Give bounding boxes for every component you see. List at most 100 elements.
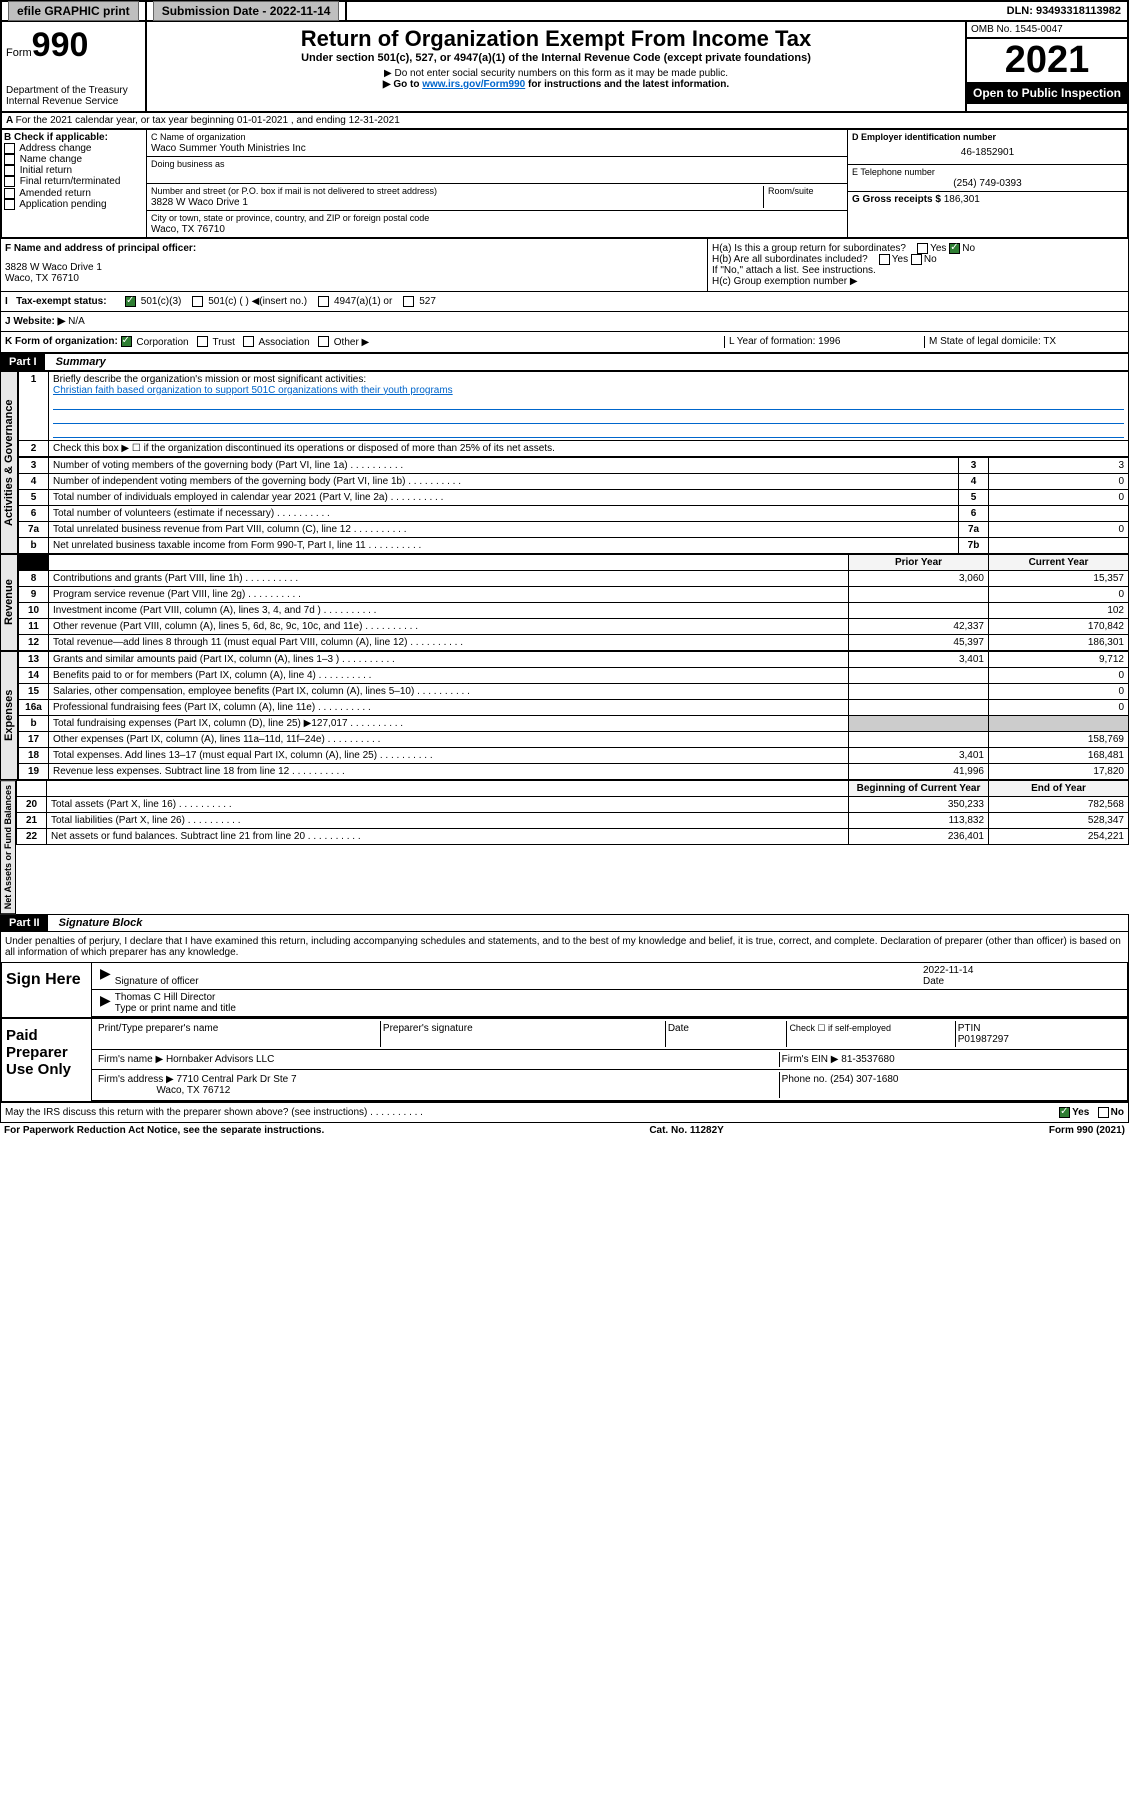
b-checkbox[interactable] (4, 143, 15, 154)
k-checkbox[interactable] (243, 336, 254, 347)
city-label: City or town, state or province, country… (151, 213, 429, 223)
b-label: B Check if applicable: (4, 132, 144, 143)
k-label: K Form of organization: (5, 337, 118, 348)
paid-preparer-label: Paid Preparer Use Only (2, 1019, 92, 1101)
firm-name: Hornbaker Advisors LLC (166, 1054, 274, 1065)
subtitle-1: Under section 501(c), 527, or 4947(a)(1)… (151, 52, 961, 64)
part2-header: Part II (1, 915, 48, 931)
officer-name: Thomas C Hill Director (115, 992, 216, 1003)
netassets-label: Net Assets or Fund Balances (0, 780, 16, 914)
discuss-no-checkbox[interactable] (1098, 1107, 1109, 1118)
hb-yes-checkbox[interactable] (879, 254, 890, 265)
i-label: Tax-exempt status: (16, 296, 106, 307)
prior-year-header: Prior Year (849, 554, 989, 570)
summary-governance: Activities & Governance 1 Briefly descri… (0, 371, 1129, 554)
k-checkbox[interactable] (318, 336, 329, 347)
current-year-header: Current Year (989, 554, 1129, 570)
goto-post: for instructions and the latest informat… (525, 79, 729, 90)
sign-here-label: Sign Here (2, 963, 92, 1017)
q2-text: Check this box ▶ ☐ if the organization d… (49, 440, 1129, 456)
tax-year: 2021 (967, 39, 1127, 82)
hc-label: H(c) Group exemption number ▶ (712, 276, 1124, 287)
hb-no-checkbox[interactable] (911, 254, 922, 265)
gross-receipts: 186,301 (944, 194, 980, 205)
f-label: F Name and address of principal officer: (5, 243, 703, 254)
preparer-name-col: Print/Type preparer's name (96, 1021, 381, 1047)
governance-label: Activities & Governance (0, 371, 18, 554)
k-checkbox[interactable] (197, 336, 208, 347)
section-i: I Tax-exempt status: 501(c)(3) 501(c) ( … (0, 292, 1129, 312)
summary-expenses: Expenses 13Grants and similar amounts pa… (0, 651, 1129, 780)
self-employed-col: Check ☐ if self-employed (787, 1021, 955, 1047)
firm-name-label: Firm's name ▶ (98, 1054, 163, 1065)
discuss-row: May the IRS discuss this return with the… (0, 1103, 1129, 1123)
j-label: Website: ▶ (13, 316, 65, 327)
section-j: J Website: ▶ N/A (0, 312, 1129, 332)
phone: (254) 749-0393 (852, 178, 1123, 189)
hb-label: H(b) Are all subordinates included? (712, 254, 868, 265)
irs-link[interactable]: www.irs.gov/Form990 (422, 79, 525, 90)
date-label: Date (923, 976, 944, 987)
goto-pre: ▶ Go to (383, 79, 422, 90)
subtitle-2: ▶ Do not enter social security numbers o… (151, 68, 961, 79)
b-checkbox[interactable] (4, 188, 15, 199)
sign-here-block: Sign Here ▶Signature of officer2022-11-1… (0, 963, 1129, 1019)
b-checkbox[interactable] (4, 176, 15, 187)
ein: 46-1852901 (852, 143, 1123, 162)
section-klm: K Form of organization: Corporation Trus… (0, 332, 1129, 352)
form-header: Form990 Department of the Treasury Inter… (0, 22, 1129, 113)
form-ref: Form 990 (2021) (1049, 1125, 1125, 1136)
k-checkbox[interactable] (121, 336, 132, 347)
i-checkbox[interactable] (192, 296, 203, 307)
summary-netassets: Net Assets or Fund Balances Beginning of… (0, 780, 1129, 914)
page-footer: For Paperwork Reduction Act Notice, see … (0, 1123, 1129, 1138)
summary-revenue: Revenue Prior YearCurrent Year 8Contribu… (0, 554, 1129, 651)
b-checkbox[interactable] (4, 154, 15, 165)
dln: DLN: 93493318113982 (1001, 3, 1127, 19)
officer-addr2: Waco, TX 76710 (5, 273, 703, 284)
arrow-icon: ▶ (100, 965, 111, 987)
officer-addr1: 3828 W Waco Drive 1 (5, 262, 703, 273)
m-state: M State of legal domicile: TX (924, 336, 1124, 347)
ptin-label: PTIN (958, 1023, 981, 1034)
efile-button[interactable]: efile GRAPHIC print (8, 1, 139, 21)
city-state-zip: Waco, TX 76710 (151, 224, 225, 235)
sig-date: 2022-11-14 (923, 965, 973, 976)
form-number: 990 (32, 26, 89, 64)
l-year: L Year of formation: 1996 (724, 336, 924, 347)
mission-text: Christian faith based organization to su… (53, 385, 453, 396)
name-label: Type or print name and title (115, 1003, 236, 1014)
declaration-text: Under penalties of perjury, I declare th… (0, 932, 1129, 963)
paid-preparer-block: Paid Preparer Use Only Print/Type prepar… (0, 1019, 1129, 1103)
q1-label: Briefly describe the organization's miss… (53, 374, 366, 385)
website: N/A (68, 316, 85, 327)
discuss-yes-checkbox[interactable] (1059, 1107, 1070, 1118)
hb-ifno: If "No," attach a list. See instructions… (712, 265, 1124, 276)
ha-label: H(a) Is this a group return for subordin… (712, 243, 906, 254)
i-checkbox[interactable] (125, 296, 136, 307)
part2-title: Signature Block (51, 917, 143, 929)
firm-phone: (254) 307-1680 (830, 1074, 898, 1085)
section-b-g: B Check if applicable: Address change Na… (0, 130, 1129, 239)
e-label: E Telephone number (852, 167, 935, 177)
ha-no-checkbox[interactable] (949, 243, 960, 254)
open-public-badge: Open to Public Inspection (967, 82, 1127, 104)
part1-title: Summary (48, 356, 106, 368)
firm-ein: 81-3537680 (841, 1054, 894, 1065)
ptin: P01987297 (958, 1034, 1009, 1045)
b-checkbox[interactable] (4, 199, 15, 210)
dept-treasury: Department of the Treasury (6, 85, 141, 96)
firm-addr-label: Firm's address ▶ (98, 1074, 174, 1085)
line-a: A For the 2021 calendar year, or tax yea… (0, 113, 1129, 130)
ha-yes-checkbox[interactable] (917, 243, 928, 254)
preparer-sig-col: Preparer's signature (381, 1021, 666, 1047)
d-label: D Employer identification number (852, 132, 996, 142)
b-checkbox[interactable] (4, 165, 15, 176)
firm-addr: 7710 Central Park Dr Ste 7 (177, 1074, 297, 1085)
form-prefix: Form (6, 47, 32, 59)
room-label: Room/suite (768, 186, 814, 196)
section-f-h: F Name and address of principal officer:… (0, 239, 1129, 292)
i-checkbox[interactable] (403, 296, 414, 307)
i-checkbox[interactable] (318, 296, 329, 307)
firm-ein-label: Firm's EIN ▶ (782, 1054, 839, 1065)
